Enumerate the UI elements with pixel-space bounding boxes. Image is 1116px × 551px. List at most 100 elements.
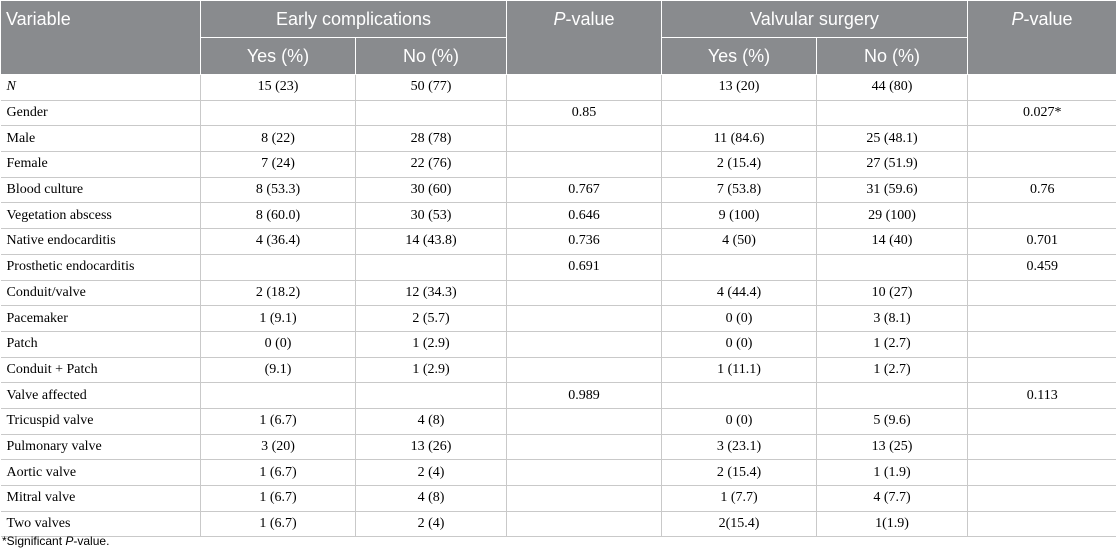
cell-vs-no: 3 (8.1)	[816, 305, 968, 332]
cell-vs-p	[967, 357, 1116, 384]
cell-vs-yes: 2 (15.4)	[661, 459, 817, 486]
cell-vs-no: 27 (51.9)	[816, 151, 968, 178]
cell-vs-p: 0.76	[967, 177, 1116, 204]
cell-ec-p: 0.989	[506, 382, 662, 409]
table-row: N 15 (23) 50 (77) 13 (20) 44 (80)	[0, 74, 1116, 101]
cell-vs-p	[967, 459, 1116, 486]
cell-vs-p	[967, 202, 1116, 230]
cell-ec-yes: 1 (6.7)	[200, 511, 356, 538]
cell-ec-p	[506, 459, 662, 486]
cell-vs-yes: 3 (23.1)	[661, 434, 817, 461]
cell-vs-p	[967, 125, 1116, 153]
cell-vs-no	[816, 100, 968, 127]
cell-ec-p	[506, 280, 662, 307]
cell-vs-yes	[661, 254, 817, 281]
row-label: Vegetation abscess	[0, 202, 201, 230]
cell-vs-no: 29 (100)	[816, 202, 968, 230]
cell-ec-no: 1 (2.9)	[355, 357, 507, 384]
cell-vs-p	[967, 305, 1116, 332]
cell-vs-p	[967, 434, 1116, 461]
cell-vs-yes: 13 (20)	[661, 74, 817, 101]
header-ec-yes: Yes (%)	[200, 37, 356, 75]
cell-ec-no: 2 (4)	[355, 511, 507, 538]
cell-ec-no: 14 (43.8)	[355, 228, 507, 255]
cell-ec-p	[506, 305, 662, 332]
cell-ec-no	[355, 382, 507, 409]
cell-ec-no: 22 (76)	[355, 151, 507, 178]
cell-ec-p	[506, 434, 662, 461]
header-p-value-surgery: P-value	[967, 0, 1116, 75]
cell-vs-no: 1 (1.9)	[816, 459, 968, 486]
cell-vs-no: 44 (80)	[816, 74, 968, 101]
cell-ec-p: 0.767	[506, 177, 662, 204]
header-early-complications: Early complications	[200, 0, 507, 38]
cell-vs-yes: 1 (7.7)	[661, 485, 817, 512]
footnote: *Significant P-value.	[2, 534, 110, 548]
table-row: Conduit + Patch (9.1) 1 (2.9) 1 (11.1) 1 (2.…	[0, 357, 1116, 384]
row-label: N	[0, 74, 201, 101]
cell-vs-yes: 4 (44.4)	[661, 280, 817, 307]
cell-ec-p	[506, 408, 662, 435]
cell-vs-no: 13 (25)	[816, 434, 968, 461]
table-row: Pulmonary valve 3 (20) 13 (26) 3 (23.1) 13 (…	[0, 434, 1116, 461]
cell-vs-no: 25 (48.1)	[816, 125, 968, 153]
cell-vs-no: 1 (2.7)	[816, 331, 968, 358]
row-label: Valve affected	[0, 382, 201, 409]
header-vs-no: No (%)	[816, 37, 968, 75]
cell-vs-no: 31 (59.6)	[816, 177, 968, 204]
cell-ec-yes: (9.1)	[200, 357, 356, 384]
cell-vs-yes: 9 (100)	[661, 202, 817, 230]
cell-vs-p: 0.701	[967, 228, 1116, 255]
cell-vs-p	[967, 511, 1116, 538]
cell-ec-p: 0.691	[506, 254, 662, 281]
cell-ec-no: 4 (8)	[355, 485, 507, 512]
cell-ec-p: 0.736	[506, 228, 662, 255]
cell-vs-yes: 2 (15.4)	[661, 151, 817, 178]
row-label: Blood culture	[0, 177, 201, 204]
row-label: Two valves	[0, 511, 201, 538]
cell-vs-yes: 1 (11.1)	[661, 357, 817, 384]
table-row: Gender 0.85 0.027*	[0, 100, 1116, 127]
cell-vs-p	[967, 151, 1116, 178]
cell-ec-no: 2 (5.7)	[355, 305, 507, 332]
row-label: Pacemaker	[0, 305, 201, 332]
cell-ec-no: 28 (78)	[355, 125, 507, 153]
row-label: Female	[0, 151, 201, 178]
cell-ec-no	[355, 254, 507, 281]
table-row: Vegetation abscess 8 (60.0) 30 (53) 0.646 9 …	[0, 202, 1116, 230]
cell-vs-yes: 2(15.4)	[661, 511, 817, 538]
cell-vs-no: 14 (40)	[816, 228, 968, 255]
row-label: Gender	[0, 100, 201, 127]
row-label: Mitral valve	[0, 485, 201, 512]
header-valvular-surgery: Valvular surgery	[661, 0, 968, 38]
row-label: Native endocarditis	[0, 228, 201, 255]
row-label: Tricuspid valve	[0, 408, 201, 435]
cell-vs-no: 1 (2.7)	[816, 357, 968, 384]
row-label: Conduit/valve	[0, 280, 201, 307]
cell-vs-p: 0.027*	[967, 100, 1116, 127]
table-row: Patch 0 (0) 1 (2.9) 0 (0) 1 (2.7)	[0, 331, 1116, 358]
cell-vs-p	[967, 408, 1116, 435]
cell-ec-no: 2 (4)	[355, 459, 507, 486]
cell-ec-p	[506, 511, 662, 538]
row-label: Aortic valve	[0, 459, 201, 486]
table-row: Conduit/valve 2 (18.2) 12 (34.3) 4 (44.4) 10…	[0, 280, 1116, 307]
table-row: Aortic valve 1 (6.7) 2 (4) 2 (15.4) 1 (1.9)	[0, 459, 1116, 486]
cell-ec-yes: 1 (6.7)	[200, 485, 356, 512]
cell-ec-p	[506, 125, 662, 153]
header-ec-no: No (%)	[355, 37, 507, 75]
cell-ec-no: 4 (8)	[355, 408, 507, 435]
table-row: Valve affected 0.989 0.113	[0, 382, 1116, 409]
cell-vs-no: 4 (7.7)	[816, 485, 968, 512]
cell-ec-yes: 1 (6.7)	[200, 408, 356, 435]
table-row: Native endocarditis 4 (36.4) 14 (43.8) 0.73…	[0, 228, 1116, 255]
header-p-value-early: P-value	[506, 0, 662, 75]
table-row: Blood culture 8 (53.3) 30 (60) 0.767 7 (53.8…	[0, 177, 1116, 204]
cell-vs-p	[967, 280, 1116, 307]
cell-ec-yes: 4 (36.4)	[200, 228, 356, 255]
table-row: Mitral valve 1 (6.7) 4 (8) 1 (7.7) 4 (7.7)	[0, 485, 1116, 512]
cell-vs-no	[816, 382, 968, 409]
table-row: Pacemaker 1 (9.1) 2 (5.7) 0 (0) 3 (8.1)	[0, 305, 1116, 332]
cell-ec-no: 30 (60)	[355, 177, 507, 204]
row-label: Male	[0, 125, 201, 153]
